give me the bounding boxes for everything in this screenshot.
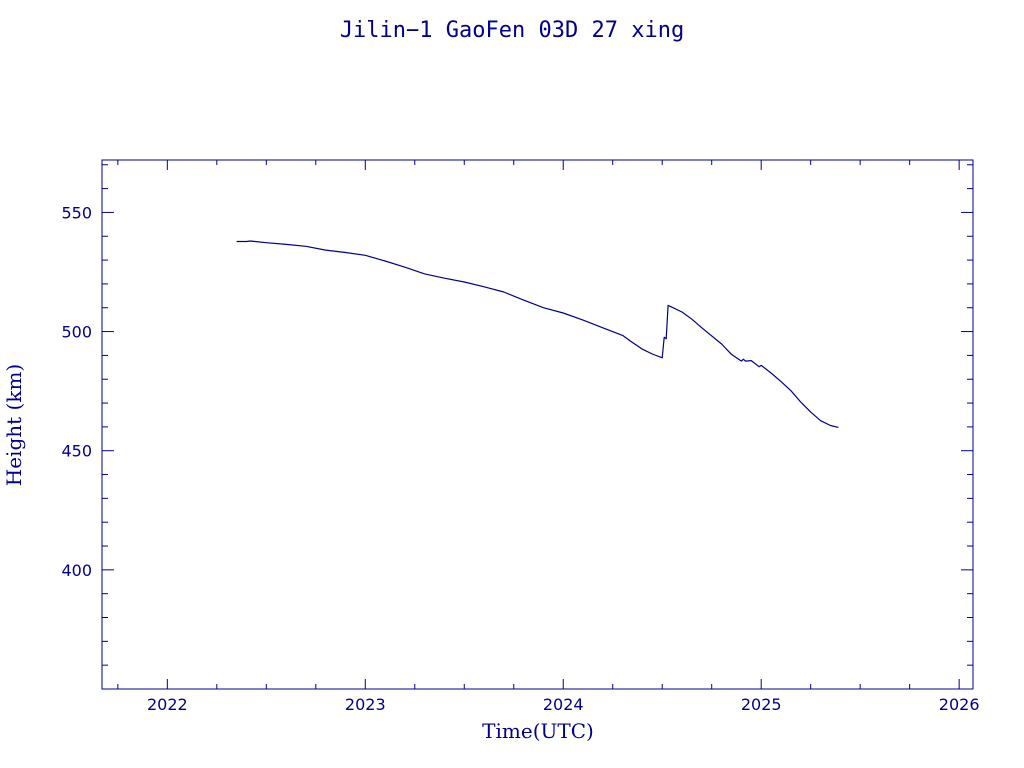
- x-tick-label: 2024: [543, 695, 584, 714]
- x-tick-label: 2023: [345, 695, 386, 714]
- axis-ticks: [102, 160, 973, 689]
- y-tick-label: 500: [61, 323, 92, 342]
- y-tick-label: 450: [61, 442, 92, 461]
- x-tick-label: 2026: [939, 695, 980, 714]
- tick-labels: 2022 2023 2024 2025 2026 400 450 500 550: [61, 203, 979, 714]
- chart-title: Jilin−1 GaoFen 03D 27 xing: [340, 18, 684, 43]
- y-tick-label: 400: [61, 561, 92, 580]
- y-axis-label: Height (km): [2, 364, 26, 486]
- x-tick-label: 2022: [147, 695, 188, 714]
- y-tick-label: 550: [61, 203, 92, 222]
- plot-frame: [101, 159, 974, 690]
- height-series-line: [236, 240, 839, 428]
- x-axis-label: Time(UTC): [482, 719, 594, 743]
- x-tick-label: 2025: [741, 695, 782, 714]
